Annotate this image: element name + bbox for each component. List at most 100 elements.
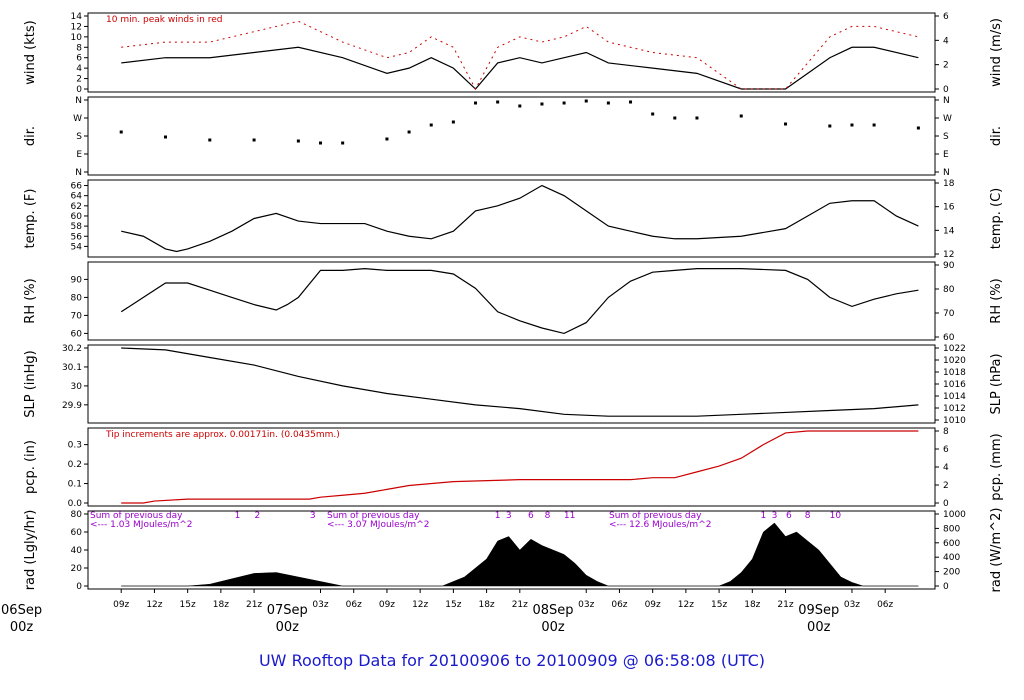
ytick-label-6-0: 0 [76, 582, 82, 592]
hour-mark-0: 1 [235, 511, 241, 521]
xtick-label-1: 12z [146, 600, 162, 610]
hour-mark-8: 1 [761, 511, 767, 521]
dir-point-5 [319, 141, 323, 145]
xtick-label-8: 12z [412, 600, 428, 610]
series-line-5-0 [121, 430, 919, 504]
day-label-hour-3: 00z [807, 620, 831, 635]
ytick-right-label-3-2: 80 [943, 285, 955, 295]
ytick-label-3-0: 60 [71, 329, 83, 339]
ytick-right-label-6-5: 1000 [943, 510, 966, 520]
ytick-right-label-5-3: 6 [943, 445, 949, 455]
ytick-label-0-3: 6 [76, 54, 82, 64]
rad-annotation-2: Sum of previous day [327, 511, 420, 521]
ytick-right-label-0-2: 4 [943, 36, 949, 46]
ylabel-0: wind (kts) [23, 20, 38, 84]
dir-point-20 [673, 116, 677, 120]
day-label-hour-2: 00z [541, 620, 565, 635]
ytick-right-label-0-3: 6 [943, 12, 949, 22]
panel-frame-3 [87, 261, 936, 341]
hour-mark-1: 2 [255, 511, 261, 521]
hour-mark-9: 3 [772, 511, 778, 521]
ylabel-1: dir. [23, 126, 38, 146]
hour-mark-6: 8 [545, 511, 551, 521]
xtick-label-10: 18z [478, 600, 494, 610]
dir-point-22 [739, 114, 743, 118]
panel-frame-0 [87, 12, 936, 93]
ytick-right-label-4-6: 1022 [943, 344, 966, 354]
dir-point-23 [784, 122, 788, 126]
dir-point-24 [828, 124, 832, 128]
rad-annotation-5: <--- 12.6 MJoules/m^2 [609, 520, 711, 530]
ytick-right-label-5-2: 4 [943, 463, 949, 473]
ytick-label-0-6: 12 [71, 22, 82, 32]
ylabel-right-0: wind (m/s) [989, 18, 1004, 87]
day-label-3: 09Sep [798, 603, 839, 618]
ytick-right-label-6-1: 200 [943, 568, 960, 578]
dir-point-17 [606, 101, 610, 105]
ytick-label-1-0: N [75, 168, 82, 178]
day-label-1: 07Sep [267, 603, 308, 618]
dir-point-21 [695, 116, 699, 120]
xtick-label-20: 06z [877, 600, 893, 610]
ytick-right-label-4-3: 1016 [943, 380, 966, 390]
ylabel-right-3: RH (%) [989, 278, 1004, 323]
ytick-right-label-1-1: E [943, 150, 949, 160]
ytick-right-label-4-5: 1020 [943, 356, 966, 366]
ytick-right-label-2-3: 18 [943, 179, 955, 189]
ytick-right-label-2-0: 12 [943, 250, 954, 260]
dir-point-14 [540, 102, 544, 106]
annotation-5: Tip increments are approx. 0.00171in. (0… [105, 430, 340, 440]
series-line-0-1 [121, 20, 919, 91]
ylabel-right-4: SLP (hPa) [989, 353, 1004, 414]
ytick-label-6-2: 40 [71, 546, 83, 556]
ylabel-right-5: pcp. (mm) [989, 433, 1004, 500]
xtick-label-15: 12z [678, 600, 694, 610]
ytick-right-label-4-4: 1018 [943, 368, 966, 378]
xtick-label-3: 18z [213, 600, 229, 610]
ytick-right-label-0-0: 0 [943, 85, 949, 95]
radiation-area [121, 522, 919, 587]
ylabel-right-2: temp. (C) [989, 188, 1004, 250]
dir-point-12 [496, 100, 500, 104]
ytick-label-3-3: 90 [71, 275, 83, 285]
xtick-label-4: 21z [246, 600, 262, 610]
xtick-label-14: 09z [645, 600, 661, 610]
ytick-right-label-3-1: 70 [943, 309, 955, 319]
dir-point-9 [429, 123, 433, 127]
ytick-right-label-3-0: 60 [943, 333, 955, 343]
xtick-label-13: 06z [611, 600, 627, 610]
xtick-label-12: 03z [578, 600, 594, 610]
ytick-label-5-1: 0.1 [68, 480, 82, 490]
ytick-label-1-3: W [73, 114, 82, 124]
ytick-label-2-3: 60 [71, 212, 83, 222]
ytick-label-2-2: 58 [71, 222, 83, 232]
hour-mark-4: 3 [506, 511, 512, 521]
ytick-right-label-6-4: 800 [943, 524, 960, 534]
xtick-label-11: 21z [512, 600, 528, 610]
dir-point-16 [584, 99, 588, 103]
ytick-label-0-7: 14 [71, 12, 83, 22]
ytick-right-label-6-0: 0 [943, 582, 949, 592]
hour-mark-3: 1 [495, 511, 501, 521]
xtick-label-17: 18z [744, 600, 760, 610]
ytick-label-6-4: 80 [71, 510, 83, 520]
ytick-label-2-0: 54 [71, 242, 83, 252]
ytick-right-label-5-4: 8 [943, 427, 949, 437]
ytick-right-label-4-0: 1010 [943, 416, 966, 426]
ytick-right-label-2-2: 16 [943, 203, 955, 213]
dir-point-13 [518, 104, 522, 108]
series-line-3-0 [120, 267, 919, 335]
ytick-label-2-5: 64 [71, 192, 83, 202]
xtick-label-16: 15z [711, 600, 727, 610]
ytick-label-4-2: 30.1 [62, 363, 82, 373]
dir-point-1 [164, 135, 168, 139]
ytick-right-label-5-0: 0 [943, 499, 949, 509]
dir-point-19 [651, 112, 655, 116]
ytick-right-label-6-3: 600 [943, 539, 960, 549]
ytick-label-4-3: 30.2 [62, 344, 82, 354]
day-label-hour-1: 00z [276, 620, 300, 635]
series-line-2-0 [121, 184, 919, 253]
dir-point-8 [407, 130, 411, 134]
xtick-label-2: 15z [180, 600, 196, 610]
